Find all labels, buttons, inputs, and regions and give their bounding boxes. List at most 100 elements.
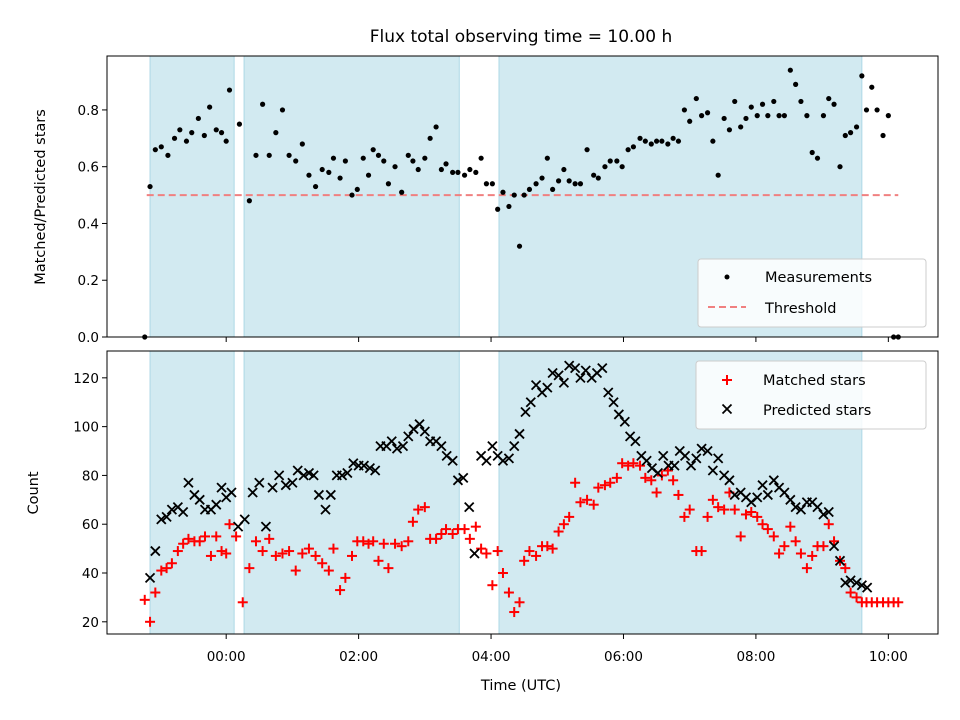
measurement-point [375,152,382,158]
predicted-stars-point [669,460,680,471]
predicted-stars-point [497,455,509,466]
matched-stars-point [707,494,718,505]
measurement-point [625,147,631,153]
measurement-point [550,186,556,193]
measurement-point [365,172,372,178]
matched-stars-point [757,519,768,530]
matched-stars-point [588,499,599,510]
x-marker-b [624,431,636,442]
measurement-point [880,132,886,139]
matched-stars-point [702,511,713,522]
predicted-stars-point [713,453,724,464]
x-tick-label: 04:00 [472,649,511,665]
matched-stars-point [514,597,525,608]
predicted-stars-point [298,470,309,481]
measurement-point [776,113,782,119]
predicted-stars-point [757,480,768,491]
measurement-point [591,172,597,178]
matched-stars-point [531,550,542,561]
predicted-stars-point [320,504,331,515]
matched-stars-point [419,502,430,513]
matched-stars-point [150,587,161,598]
x-marker-b [729,489,740,501]
matched-stars-point [257,546,268,557]
y-tick-label: 100 [73,420,99,436]
predicted-stars-point [267,482,278,493]
predicted-stars-points [144,360,873,593]
predicted-stars-point [603,387,614,398]
measurement-point [201,132,207,139]
measurement-point [260,101,266,107]
predicted-stars-point [724,475,735,486]
matched-stars-point [431,533,442,544]
matched-stars-point [542,541,553,552]
x-marker-b [520,406,531,418]
x-marker-b [641,455,652,466]
measurement-point [326,169,332,175]
matched-stars-point [284,546,295,557]
matched-stars-point [524,546,535,557]
x-marker-b [364,462,376,474]
measurement-point [415,166,421,173]
top-panel-y-axis-label: Matched/Predicted stars [33,109,49,285]
matched-stars-point [145,616,156,627]
matched-stars-point [323,565,334,576]
matched-stars-point [673,489,684,500]
shaded-interval [149,55,235,338]
y-tick-label: 0.6 [78,160,99,176]
legend-matched-marker [722,375,732,385]
top-panel-ratio: 0.00.20.40.60.8 Matched/Predicted stars … [33,55,939,346]
matched-stars-point [378,538,389,549]
measurement-point [614,158,620,164]
measurement-point [704,110,711,116]
measurement-point [319,166,325,173]
predicted-stars-point [580,365,591,376]
matched-stars-point [183,533,194,544]
x-marker-b [828,541,840,552]
matched-stars-point [224,519,235,530]
x-marker-b [845,575,856,586]
x-marker-b [247,487,258,498]
matched-stars-point [646,475,657,486]
matched-stars-point [290,565,301,576]
measurement-point [286,152,292,158]
matched-stars-point [161,563,172,574]
x-marker-b [267,482,278,493]
measurement-point [516,243,523,249]
predicted-stars-point [336,470,348,481]
predicted-stars-point [762,489,773,501]
measurement-point [410,158,416,164]
matched-stars-point [244,563,255,574]
measurement-point [218,130,225,136]
x-marker-b [564,360,575,371]
measurement-point [653,138,660,144]
chart-title: Flux total observing time = 10.00 h [370,27,673,47]
x-marker-b [254,477,265,488]
matched-stars-point [156,565,167,576]
predicted-stars-point [619,416,630,427]
y-tick-label: 0.0 [78,330,99,346]
matched-stars-point [840,563,851,574]
measurement-point [381,158,387,164]
y-tick-label: 0.8 [78,103,99,119]
matched-stars-point [497,568,508,579]
predicted-stars-point [768,475,779,486]
measurement-point [207,104,213,110]
predicted-stars-point [779,487,790,498]
measurement-point [312,183,319,190]
predicted-stars-point [845,575,856,586]
matched-stars-point [768,531,779,542]
predicted-stars-point [247,487,258,498]
measurement-point [659,138,665,144]
matched-stars-point [346,550,357,561]
predicted-stars-point [183,477,194,488]
measurement-point [189,130,195,136]
measurement-point [385,181,392,187]
measurement-point [223,138,229,144]
measurement-point [853,124,860,130]
measurement-point [748,104,754,110]
predicted-stars-point [696,443,707,454]
x-marker-b [603,387,614,398]
bottom-panel-y-axis-label: Count [26,471,42,514]
matched-stars-point [785,521,796,532]
